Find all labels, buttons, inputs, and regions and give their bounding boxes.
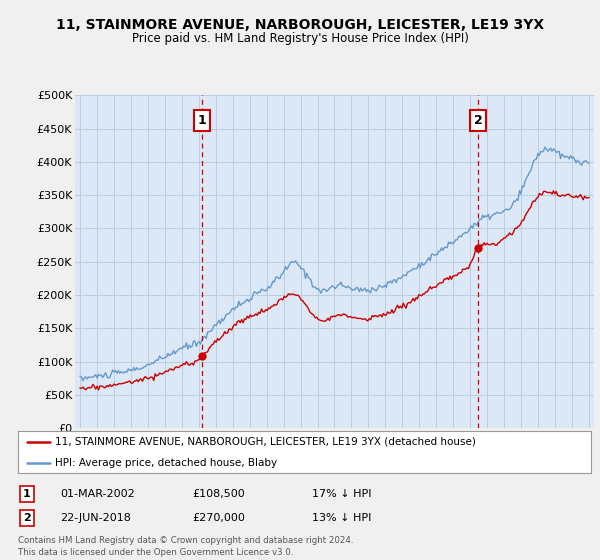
Text: 11, STAINMORE AVENUE, NARBOROUGH, LEICESTER, LE19 3YX (detached house): 11, STAINMORE AVENUE, NARBOROUGH, LEICES… [55,437,476,447]
Text: 1: 1 [197,114,206,127]
Text: 2: 2 [23,513,31,523]
Text: 17% ↓ HPI: 17% ↓ HPI [312,489,371,499]
Text: 11, STAINMORE AVENUE, NARBOROUGH, LEICESTER, LE19 3YX: 11, STAINMORE AVENUE, NARBOROUGH, LEICES… [56,18,544,32]
Text: 13% ↓ HPI: 13% ↓ HPI [312,513,371,523]
Text: Contains HM Land Registry data © Crown copyright and database right 2024.
This d: Contains HM Land Registry data © Crown c… [18,536,353,557]
Text: HPI: Average price, detached house, Blaby: HPI: Average price, detached house, Blab… [55,458,277,468]
Text: Price paid vs. HM Land Registry's House Price Index (HPI): Price paid vs. HM Land Registry's House … [131,31,469,45]
Text: 22-JUN-2018: 22-JUN-2018 [60,513,131,523]
Text: 2: 2 [474,114,482,127]
Text: 01-MAR-2002: 01-MAR-2002 [60,489,135,499]
Text: £108,500: £108,500 [192,489,245,499]
Text: £270,000: £270,000 [192,513,245,523]
Text: 1: 1 [23,489,31,499]
